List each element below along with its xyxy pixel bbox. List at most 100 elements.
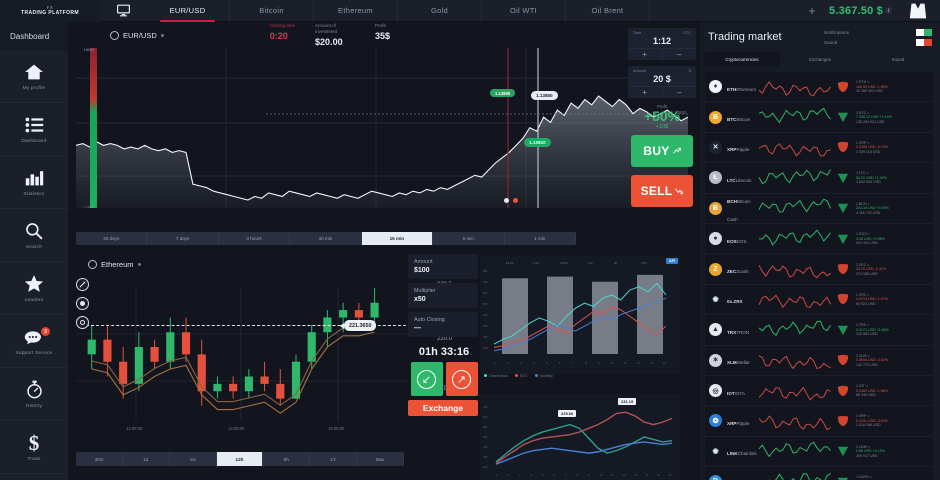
market-row[interactable]: Ƀ BCHBitcoin Cash 1 BCH = 224.18 USD +3.05%…: [705, 194, 933, 224]
market-row[interactable]: DDASHDash 1 DASH =71.44 USD +2.73%397 128…: [705, 467, 933, 480]
market-row[interactable]: ◎ IOTIOTA 1 IOT = 0.2483 USD -1.56% 88 340 U…: [705, 376, 933, 407]
ctimeframe-12h[interactable]: 12h: [216, 452, 264, 466]
market-row[interactable]: Z ZECZcash 1 ZEC = 43.70 USD -2.41% 274 038 …: [705, 254, 933, 285]
sidebar-item-my-profile[interactable]: My profile: [0, 50, 68, 103]
coin-volume: 3 642 900 USD: [856, 180, 881, 185]
timeframe-15-min[interactable]: 15 min: [361, 232, 434, 245]
logo-mark: FX: [46, 5, 54, 10]
ctimeframe-6h[interactable]: 6h: [263, 452, 311, 466]
market-row[interactable]: ❂ XRPRipple 1 XRP = 0.2341 USD -0.63% 1 018 …: [705, 406, 933, 437]
main-chart-timeframes[interactable]: 30 days 7 days 3 hours 30 min 15 min 5 m…: [76, 232, 576, 245]
balance-info-icon[interactable]: i: [885, 7, 892, 15]
app-logo[interactable]: FX TRADING PLATFORM: [0, 0, 100, 22]
sidebar-item-search[interactable]: Search: [0, 209, 68, 262]
tab-bitcoin[interactable]: Bitcoin: [230, 0, 314, 22]
main-chart-symbol[interactable]: EUR/USD: [110, 30, 164, 40]
sidebar-item-label: Leaders: [24, 297, 44, 303]
tab-oil-brent[interactable]: Oil Brent: [566, 0, 650, 22]
chart-tool-palette[interactable]: [76, 278, 89, 329]
sidebar-item-history[interactable]: History: [0, 368, 68, 421]
candle-timeframes[interactable]: 30m 1d 1w 12h 6h 1Y Max: [76, 452, 404, 466]
magnet-icon[interactable]: [76, 316, 89, 329]
sidebar-item-trade[interactable]: $ Trade: [0, 421, 68, 474]
exchange-amount-field[interactable]: Amount $100: [408, 254, 478, 279]
market-row[interactable]: Ƀ BTCBitcoin 1 BTC = 7 298.12 USD +2.14% 135…: [705, 102, 933, 133]
exchange-multiplier-field[interactable]: Multiplier x50: [408, 283, 478, 308]
account-balance[interactable]: 5.367.50 $ i: [829, 5, 896, 17]
market-row[interactable]: ♦ ETHEthereum 1 ETH = 189.54 USD -1.89% 10 3…: [705, 72, 933, 103]
market-row[interactable]: ▲ TRXTRON 1 TRX = 0.0171 USD +1.84% 318 560 …: [705, 315, 933, 346]
main-chart-plot[interactable]: HIGH LOW 1.13850 1.13910 1.13895 1.13900…: [76, 48, 688, 208]
tab-ethereum[interactable]: Ethereum: [314, 0, 398, 22]
coin-names: TRXTRON: [722, 321, 758, 339]
sidebar-item-statistics[interactable]: Statistics: [0, 156, 68, 209]
notifications-toggle-row[interactable]: Notifications: [824, 28, 932, 36]
time-value: 1:12: [652, 36, 671, 46]
timeframe-5-min[interactable]: 5 min: [433, 232, 505, 245]
ctimeframe-1d[interactable]: 1d: [123, 452, 170, 466]
candlestick-plot[interactable]: 221.3650 220.5 220.0 219.5 12:00:00 14:0…: [76, 276, 452, 436]
market-row[interactable]: ◉ 0x.ZRX 1 ZRX = 0.2214 USD -1.07% 64 921 US…: [705, 285, 933, 316]
market-row[interactable]: ● EOSEOS 1 EOS = 3.45 USD +0.98% 912 404 USD: [705, 224, 933, 255]
timeframe-30-min[interactable]: 30 min: [290, 232, 362, 245]
monitor-icon[interactable]: [100, 4, 146, 17]
coin-name: Bitcoin Cash: [727, 199, 751, 223]
timeframe-3-hours[interactable]: 3 hours: [219, 232, 291, 245]
time-decrease-button[interactable]: –: [677, 50, 682, 59]
stat-label: Closing time: [269, 23, 296, 29]
sound-toggle-row[interactable]: Sound: [824, 38, 932, 46]
market-row[interactable]: ✕ XRPRipple 1 XRP = 0.2358 USD -0.74% 1 025 …: [705, 133, 933, 164]
timeframe-7-days[interactable]: 7 days: [147, 232, 219, 245]
sidebar-item-leaders[interactable]: Leaders: [0, 262, 68, 315]
exchange-down-button[interactable]: ↙: [410, 362, 443, 396]
candle-chart-header[interactable]: Ethereum: [68, 254, 478, 269]
market-tab-exchanges[interactable]: Exchanges: [809, 56, 831, 62]
market-row[interactable]: ✶ XLMStellar 1 XLM = 0.0604 USD -0.92% 142 7…: [705, 346, 933, 376]
ctimeframe-30m[interactable]: 30m: [76, 452, 123, 466]
timeframe-1-min[interactable]: 1 min: [505, 232, 576, 245]
exchange-autoclosing-field[interactable]: Auto Closing —: [408, 312, 478, 337]
chevron-down-icon[interactable]: [137, 263, 141, 266]
sell-button[interactable]: SELL: [631, 174, 693, 207]
amount-increase-button[interactable]: +: [628, 87, 663, 98]
exchange-button[interactable]: Exchange: [408, 400, 478, 416]
tab-gold[interactable]: Gold: [398, 0, 482, 22]
ctimeframe-max[interactable]: Max: [357, 452, 404, 466]
market-row[interactable]: Ł LTCLitecoin 1 LTC = 58.20 USD +1.32% 3 642…: [705, 163, 933, 194]
axis-label-upper: 1.13900: [670, 110, 686, 115]
tab-oil-wti[interactable]: Oil WTI: [482, 0, 566, 22]
line-widget[interactable]: 700 600 500 400 300 200 100 1 2 3 4 5 6 7 8 9 10 11 12 13 14…: [480, 394, 680, 480]
time-label-left: Time: [633, 31, 642, 35]
time-increase-button[interactable]: +: [628, 49, 663, 60]
market-coin-list[interactable]: ♦ ETHEthereum 1 ETH = 189.54 USD -1.89% 10 3…: [705, 72, 933, 480]
ctimeframe-1y[interactable]: 1Y: [310, 452, 358, 466]
pencil-icon[interactable]: [76, 278, 89, 291]
market-row[interactable]: ◉ LINKChainlink 1 LINK = 2.68 USD +4.12% 206…: [705, 437, 933, 468]
notifications-toggle[interactable]: [916, 28, 932, 36]
crosshair-icon[interactable]: [76, 297, 89, 310]
timeframe-30-days[interactable]: 30 days: [76, 232, 148, 245]
sound-toggle[interactable]: [916, 38, 932, 46]
tab-eur-usd[interactable]: EUR/USD: [146, 0, 230, 22]
amount-stepper[interactable]: Amount $ 20 $ + –: [628, 66, 696, 98]
support-badge: 3: [41, 327, 50, 336]
ctimeframe-1w[interactable]: 1w: [170, 452, 217, 466]
time-stepper[interactable]: Time UTC 1:12 + –: [628, 28, 696, 60]
market-tab-cryptocurrencies[interactable]: Cryptocurrencies: [704, 52, 780, 66]
sidebar-item-dashboard[interactable]: Dashboard: [0, 103, 68, 156]
svg-text:700: 700: [483, 280, 488, 284]
chart-pagination-dots[interactable]: [504, 198, 518, 203]
add-instrument-icon[interactable]: +: [808, 3, 816, 18]
market-tab-sound[interactable]: Sound: [891, 56, 905, 62]
avatar[interactable]: [896, 2, 940, 20]
coin-rate-label: 1 EOS =: [856, 232, 870, 237]
line-tooltip-1: 225.60: [558, 410, 577, 417]
exchange-up-button[interactable]: ↗: [445, 362, 478, 396]
chevron-down-icon[interactable]: [160, 33, 164, 37]
sidebar-item-support-service[interactable]: 3 Support Service: [0, 315, 68, 368]
buy-button[interactable]: BUY: [631, 134, 693, 167]
amount-decrease-button[interactable]: –: [677, 88, 682, 97]
stat-profit: Profit 35$: [375, 23, 390, 46]
svg-text:11: 11: [611, 473, 614, 477]
bar-line-widget[interactable]: 800 700 600 500 400 300 200 100 1 2 3 4 5 6 7 8 9 10 11 12 1…: [480, 256, 680, 374]
